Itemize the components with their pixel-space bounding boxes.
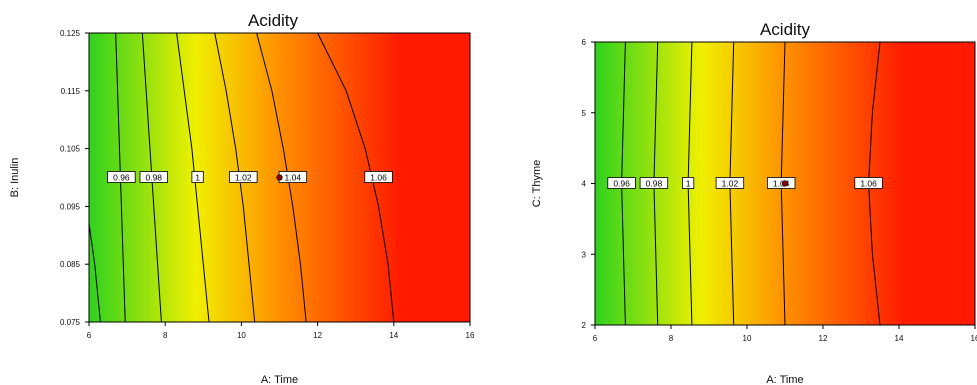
x-tick-label: 14: [389, 331, 398, 340]
contour-label: 0.98: [145, 173, 162, 183]
x-tick-label: 8: [163, 331, 168, 340]
y-tick-label: 0.115: [61, 87, 81, 96]
y-axis-label: B: Inulin: [9, 158, 21, 198]
contour-chart-2: 0.96 0.98 1 1.02 1.04 1.06 6 8 10 12 14 16 2 3 4 5 6 Acid…: [531, 20, 977, 385]
design-point: [781, 180, 789, 187]
x-axis-label: A: Time: [261, 374, 298, 385]
contour-label-box: [715, 177, 745, 189]
x-tick-label: 10: [237, 331, 246, 340]
contour-label: 1.04: [773, 179, 790, 189]
contour-label: 1.06: [860, 179, 877, 189]
contour-label: 1.02: [722, 179, 739, 189]
x-tick-label: 6: [593, 334, 598, 343]
y-tick-label: 0.085: [60, 260, 81, 269]
contour-line-edge: [88, 223, 101, 323]
x-tick-label: 14: [895, 334, 904, 343]
contour-label-box: [229, 171, 258, 183]
design-point: [276, 174, 283, 181]
contour-label: 0.96: [613, 179, 630, 189]
y-tick-label: 0.125: [60, 29, 81, 38]
x-tick-label: 16: [466, 331, 475, 340]
contour-label: 1.04: [285, 173, 302, 183]
y-tick-label: 6: [582, 38, 587, 47]
y-tick-label: 2: [582, 321, 587, 330]
x-tick-label: 12: [819, 334, 828, 343]
contour-label: 1: [195, 173, 200, 183]
x-axis-label: A: Time: [766, 374, 803, 385]
contour-label-box: [139, 171, 168, 183]
y-tick-label: 5: [582, 109, 587, 118]
contour-label-box: [767, 177, 796, 189]
y-tick-label: 3: [582, 250, 587, 259]
contour-label: 1: [686, 179, 691, 189]
contour-label: 1.06: [370, 173, 387, 183]
chart-title: Acidity: [248, 11, 299, 30]
contour-label-box: [682, 177, 695, 189]
plot-frame: [88, 32, 471, 323]
contour-label: 0.98: [646, 179, 663, 189]
chart-title: Acidity: [760, 20, 811, 39]
x-tick-label: 16: [971, 334, 977, 343]
contour-label-box: [639, 177, 669, 189]
y-axis-label: C: Thyme: [531, 160, 543, 207]
y-tick-label: 0.105: [60, 145, 81, 154]
contour-label-box: [191, 171, 204, 183]
x-tick-label: 10: [743, 334, 752, 343]
x-tick-label: 12: [313, 331, 322, 340]
contour-label-box: [607, 177, 636, 189]
contour-label: 1.02: [235, 173, 252, 183]
contour-chart-1: 0.96 0.98 1 1.02 1.04 1.06 6 8 10 12 14 16 0.075 0.08…: [9, 11, 475, 385]
contour-label-box: [107, 171, 136, 183]
x-tick-label: 6: [87, 331, 92, 340]
y-tick-label: 0.095: [60, 202, 81, 211]
x-tick-label: 8: [669, 334, 674, 343]
contour-label-box: [854, 177, 883, 189]
y-tick-label: 4: [582, 180, 587, 189]
y-tick-label: 0.075: [60, 318, 81, 327]
contour-label-box: [364, 171, 393, 183]
contour-label: 0.96: [113, 173, 130, 183]
